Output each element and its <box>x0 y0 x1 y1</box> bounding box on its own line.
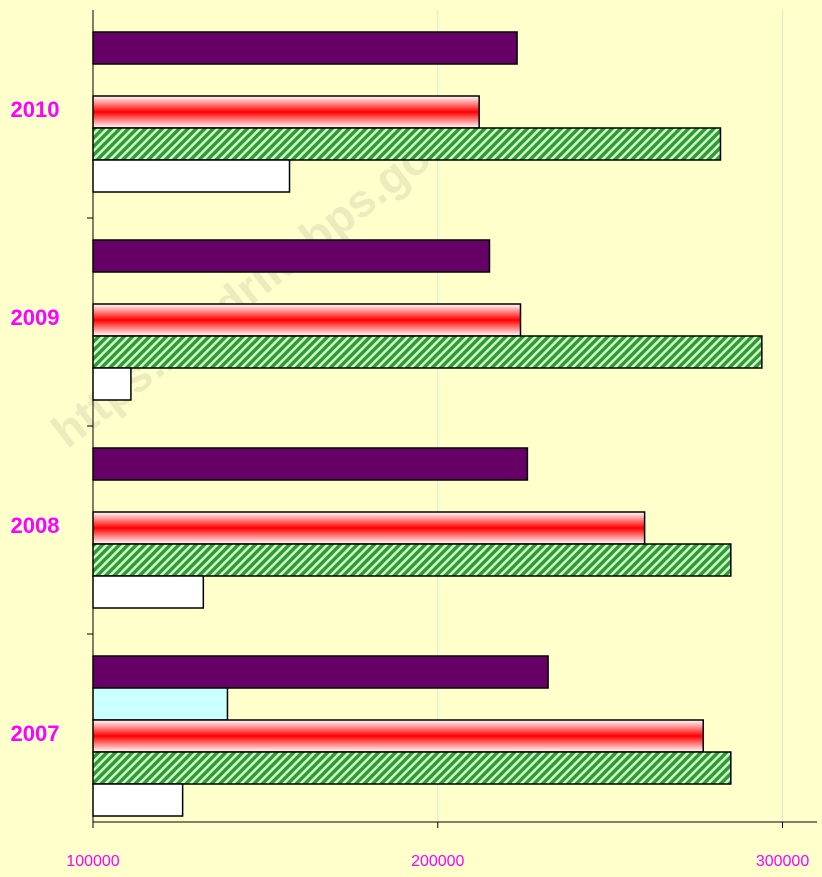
bar <box>92 127 722 161</box>
bar <box>92 511 646 545</box>
bar <box>92 303 522 337</box>
x-tick-label: 300000 <box>756 853 809 870</box>
bar <box>92 751 732 785</box>
category-label: 2010 <box>11 97 60 122</box>
bar <box>92 95 480 129</box>
bar <box>92 31 518 65</box>
x-tick-label: 200000 <box>411 853 464 870</box>
bar <box>92 159 291 193</box>
bar <box>92 367 132 401</box>
bar <box>92 239 491 273</box>
category-label: 2008 <box>11 513 60 538</box>
bar <box>92 447 529 481</box>
category-label: 2007 <box>11 721 60 746</box>
bar <box>92 783 184 817</box>
bar <box>92 687 229 721</box>
category-label: 2009 <box>11 305 60 330</box>
x-tick-label: 100000 <box>66 853 119 870</box>
bar <box>92 543 732 577</box>
bar <box>92 719 704 753</box>
bar <box>92 335 763 369</box>
bar <box>92 575 205 609</box>
bar <box>92 655 549 689</box>
